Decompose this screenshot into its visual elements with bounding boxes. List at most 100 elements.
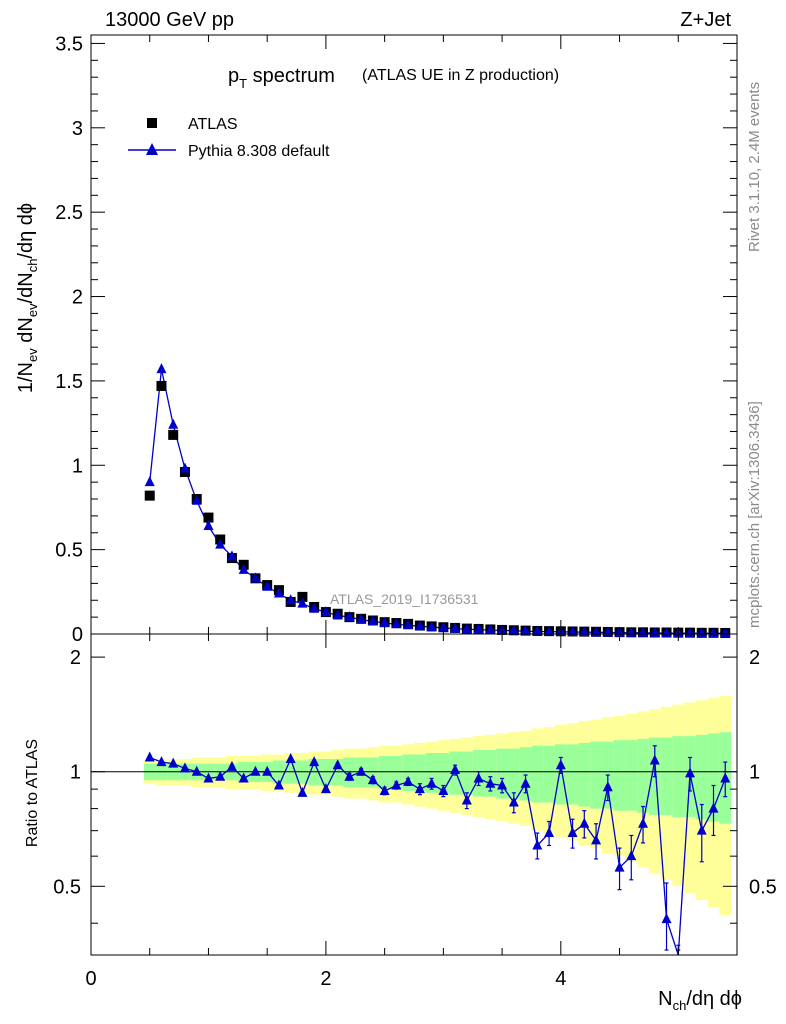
x-axis-title: Nch/dη dϕ bbox=[658, 988, 742, 1013]
pythia-point bbox=[520, 625, 531, 636]
ratio-y-tick-label-right: 0.5 bbox=[749, 876, 777, 898]
pythia-point bbox=[450, 622, 461, 633]
ratio-point bbox=[344, 770, 355, 781]
pythia-point bbox=[273, 587, 284, 598]
pythia-point bbox=[708, 627, 719, 638]
pythia-point bbox=[309, 602, 320, 613]
band-inner-bin bbox=[707, 733, 720, 822]
pythia-point bbox=[203, 520, 214, 531]
axis-ticks bbox=[90, 35, 738, 955]
ratio-point bbox=[191, 765, 202, 776]
ratio-point bbox=[497, 779, 508, 790]
pythia-point bbox=[379, 617, 390, 628]
band-inner-bin bbox=[695, 734, 708, 820]
ratio-point bbox=[379, 784, 390, 795]
pythia-point bbox=[532, 625, 543, 636]
ratio-point bbox=[708, 802, 719, 813]
atlas-point bbox=[168, 429, 179, 440]
pythia-point bbox=[262, 580, 273, 591]
pythia-point bbox=[685, 627, 696, 638]
ratio-point bbox=[203, 772, 214, 783]
pythia-point bbox=[367, 615, 378, 626]
ratio-point bbox=[473, 772, 484, 783]
atlas-point bbox=[297, 591, 308, 602]
atlas-point bbox=[203, 512, 214, 523]
ratio-y-tick-label-right: 1 bbox=[749, 762, 760, 784]
ratio-y-tick-label-left: 2 bbox=[70, 647, 81, 669]
band-inner-bin bbox=[519, 747, 532, 801]
pythia-point bbox=[156, 363, 167, 374]
data-markers bbox=[144, 363, 731, 951]
ratio-point bbox=[567, 827, 578, 838]
ratio-point bbox=[649, 754, 660, 765]
pythia-point bbox=[508, 624, 519, 635]
pythia-point bbox=[544, 625, 555, 636]
main-y-tick-label: 3.5 bbox=[55, 33, 83, 55]
ratio-point bbox=[332, 759, 343, 770]
main-y-tick-label: 2.5 bbox=[55, 202, 83, 224]
axes-frames bbox=[90, 34, 738, 956]
rivet-version-label: Rivet 3.1.10, 2.4M events bbox=[746, 81, 763, 252]
uncertainty-bands bbox=[143, 696, 732, 916]
band-inner-bin bbox=[390, 755, 403, 790]
ratio-point bbox=[356, 765, 367, 776]
pythia-point bbox=[438, 621, 449, 632]
band-inner-bin bbox=[496, 748, 508, 799]
pythia-point bbox=[285, 594, 296, 605]
plot-title-subscript: T bbox=[239, 76, 247, 91]
band-inner-bin bbox=[378, 755, 391, 790]
ratio-point bbox=[273, 779, 284, 790]
legend-pythia-marker bbox=[146, 143, 158, 155]
legend-pythia-label: Pythia 8.308 default bbox=[188, 143, 330, 160]
ratio-y-tick-label-left: 0.5 bbox=[53, 876, 81, 898]
ratio-point bbox=[591, 834, 602, 845]
x-tick-label: 4 bbox=[555, 968, 566, 990]
ratio-point bbox=[414, 783, 425, 794]
x-tick-label: 0 bbox=[85, 968, 96, 990]
pythia-point bbox=[179, 462, 190, 473]
pythia-point bbox=[567, 625, 578, 636]
ratio-point bbox=[226, 760, 237, 771]
band-inner-bin bbox=[543, 745, 555, 803]
ratio-point bbox=[661, 913, 672, 924]
x-tick-label: 2 bbox=[320, 968, 331, 990]
ratio-point bbox=[168, 757, 179, 768]
ratio-point bbox=[320, 783, 331, 794]
pythia-point bbox=[297, 597, 308, 608]
band-inner-bin bbox=[402, 754, 414, 791]
ratio-point bbox=[438, 784, 449, 795]
main-y-tick-label: 3 bbox=[72, 118, 83, 140]
ratio-point bbox=[602, 781, 613, 792]
ratio-point bbox=[403, 775, 414, 786]
ratio-point bbox=[532, 839, 543, 850]
ratio-y-axis-title: Ratio to ATLAS bbox=[24, 739, 41, 847]
ratio-point bbox=[309, 756, 320, 767]
ratio-point bbox=[250, 765, 261, 776]
band-inner-bin bbox=[637, 738, 649, 813]
band-inner-bin bbox=[613, 740, 626, 811]
band-inner-bin bbox=[566, 744, 579, 805]
pythia-point bbox=[250, 572, 261, 583]
ratio-point bbox=[685, 767, 696, 778]
pythia-point bbox=[414, 620, 425, 631]
band-inner-bin bbox=[660, 737, 673, 815]
pythia-point bbox=[320, 606, 331, 617]
ratio-point bbox=[262, 765, 273, 776]
pythia-point bbox=[426, 621, 437, 632]
ratio-point bbox=[238, 772, 249, 783]
ratio-point bbox=[461, 794, 472, 805]
band-inner-bin bbox=[531, 745, 544, 803]
ratio-point bbox=[179, 762, 190, 773]
band-inner-bin bbox=[460, 751, 473, 795]
band-inner-bin bbox=[672, 736, 685, 818]
ratio-point bbox=[508, 796, 519, 807]
pythia-point bbox=[144, 476, 155, 487]
main-y-tick-label: 0.5 bbox=[55, 540, 83, 562]
ratio-panel-frame bbox=[90, 633, 738, 956]
band-inner-bin bbox=[425, 752, 438, 793]
ratio-point bbox=[555, 759, 566, 770]
pythia-point bbox=[720, 627, 731, 638]
band-inner-bin bbox=[590, 741, 602, 809]
header-energy: 13000 GeV pp bbox=[105, 9, 234, 31]
